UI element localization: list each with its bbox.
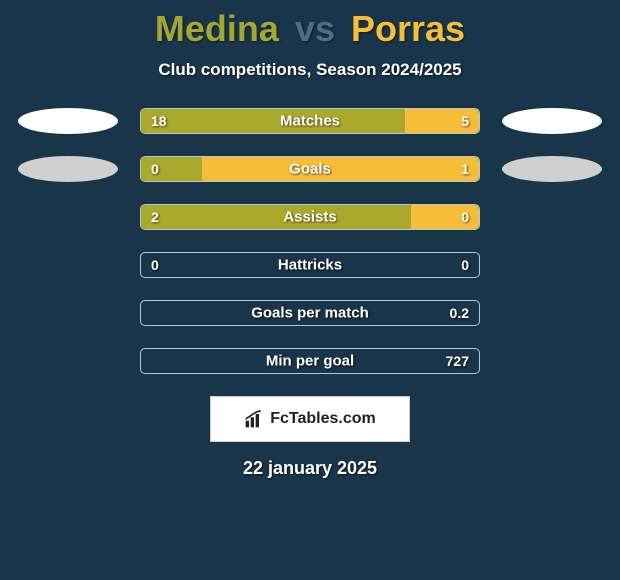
stat-value-right: 0.2 <box>450 305 469 321</box>
title-player2: Porras <box>351 8 465 49</box>
stat-label: Assists <box>283 209 336 226</box>
subtitle: Club competitions, Season 2024/2025 <box>0 60 620 80</box>
left-side-slot <box>18 204 118 230</box>
title-vs: vs <box>295 8 335 49</box>
player1-badge <box>18 108 118 134</box>
left-side-slot <box>18 156 118 182</box>
stat-row: Min per goal 727 <box>0 348 620 374</box>
stat-value-right: 0 <box>461 257 469 273</box>
stat-label: Goals <box>289 161 331 178</box>
right-side-slot <box>502 300 602 326</box>
player2-badge <box>502 156 602 182</box>
stat-bar: Min per goal 727 <box>140 348 480 374</box>
stat-label: Hattricks <box>278 257 342 274</box>
left-side-slot <box>18 300 118 326</box>
bar-segment-right <box>202 157 479 181</box>
bar-segment-left <box>141 109 405 133</box>
stat-row: Matches 18 5 <box>0 108 620 134</box>
stat-value-right: 727 <box>446 353 469 369</box>
brand-text: FcTables.com <box>270 410 376 428</box>
stat-bar: Hattricks 0 0 <box>140 252 480 278</box>
left-side-slot <box>18 252 118 278</box>
stat-value-left: 0 <box>151 161 159 177</box>
right-side-slot <box>502 348 602 374</box>
title-player1: Medina <box>155 8 279 49</box>
stat-label: Min per goal <box>266 353 354 370</box>
stat-rows: Matches185Goals01Assists20Hattricks00Goa… <box>0 108 620 374</box>
stat-value-right: 1 <box>461 161 469 177</box>
stat-row: Goals 0 1 <box>0 156 620 182</box>
stat-label: Matches <box>280 113 340 130</box>
player2-badge <box>502 108 602 134</box>
stat-row: Assists 2 0 <box>0 204 620 230</box>
bar-segment-left <box>141 205 411 229</box>
comparison-container: Medina vs Porras Club competitions, Seas… <box>0 0 620 479</box>
stat-value-right: 5 <box>461 113 469 129</box>
stat-value-left: 18 <box>151 113 167 129</box>
stat-value-left: 2 <box>151 209 159 225</box>
stat-bar: Matches 18 5 <box>140 108 480 134</box>
brand-badge[interactable]: FcTables.com <box>210 396 410 442</box>
player1-badge <box>18 156 118 182</box>
left-side-slot <box>18 108 118 134</box>
stat-bar: Assists 2 0 <box>140 204 480 230</box>
stat-row: Hattricks 0 0 <box>0 252 620 278</box>
date-text: 22 january 2025 <box>0 458 620 479</box>
chart-icon <box>244 409 264 429</box>
stat-label: Goals per match <box>251 305 369 322</box>
right-side-slot <box>502 156 602 182</box>
left-side-slot <box>18 348 118 374</box>
page-title: Medina vs Porras <box>0 8 620 50</box>
stat-row: Goals per match 0.2 <box>0 300 620 326</box>
stat-bar: Goals 0 1 <box>140 156 480 182</box>
stat-bar: Goals per match 0.2 <box>140 300 480 326</box>
right-side-slot <box>502 108 602 134</box>
stat-value-right: 0 <box>461 209 469 225</box>
right-side-slot <box>502 204 602 230</box>
right-side-slot <box>502 252 602 278</box>
stat-value-left: 0 <box>151 257 159 273</box>
